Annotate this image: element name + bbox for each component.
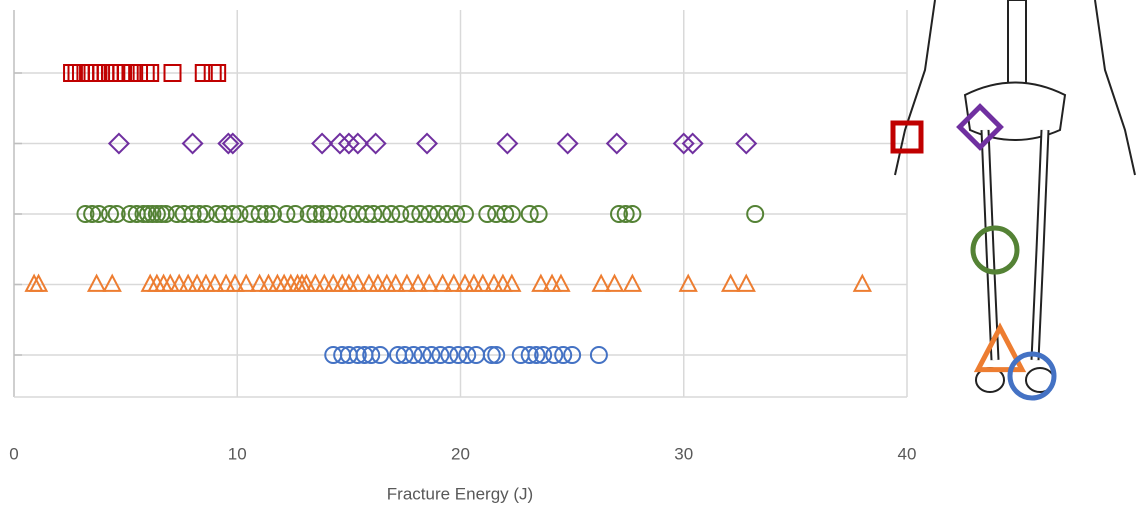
pelvis xyxy=(965,83,1065,141)
x-tick-label: 20 xyxy=(451,444,470,463)
data-point xyxy=(533,276,549,291)
skeleton xyxy=(893,0,1135,398)
chart: 0 10 20 30 40 Fracture Energy (J) xyxy=(0,0,1148,514)
plot: 0 10 20 30 40 xyxy=(9,10,916,463)
data-point xyxy=(624,276,640,291)
data-point xyxy=(399,276,415,291)
data-point xyxy=(446,276,462,291)
data-point xyxy=(680,276,696,291)
right-arm xyxy=(1095,0,1135,175)
data-point xyxy=(738,276,754,291)
data-point xyxy=(723,276,739,291)
data-point xyxy=(89,276,105,291)
x-tick-label: 0 xyxy=(9,444,18,463)
x-axis-title: Fracture Energy (J) xyxy=(387,484,533,503)
x-tick-label: 40 xyxy=(898,444,917,463)
spine xyxy=(1008,0,1026,90)
x-tick-label: 10 xyxy=(228,444,247,463)
data-point xyxy=(410,276,426,291)
data-point xyxy=(104,276,120,291)
x-tick-label: 30 xyxy=(674,444,693,463)
data-point xyxy=(854,276,870,291)
